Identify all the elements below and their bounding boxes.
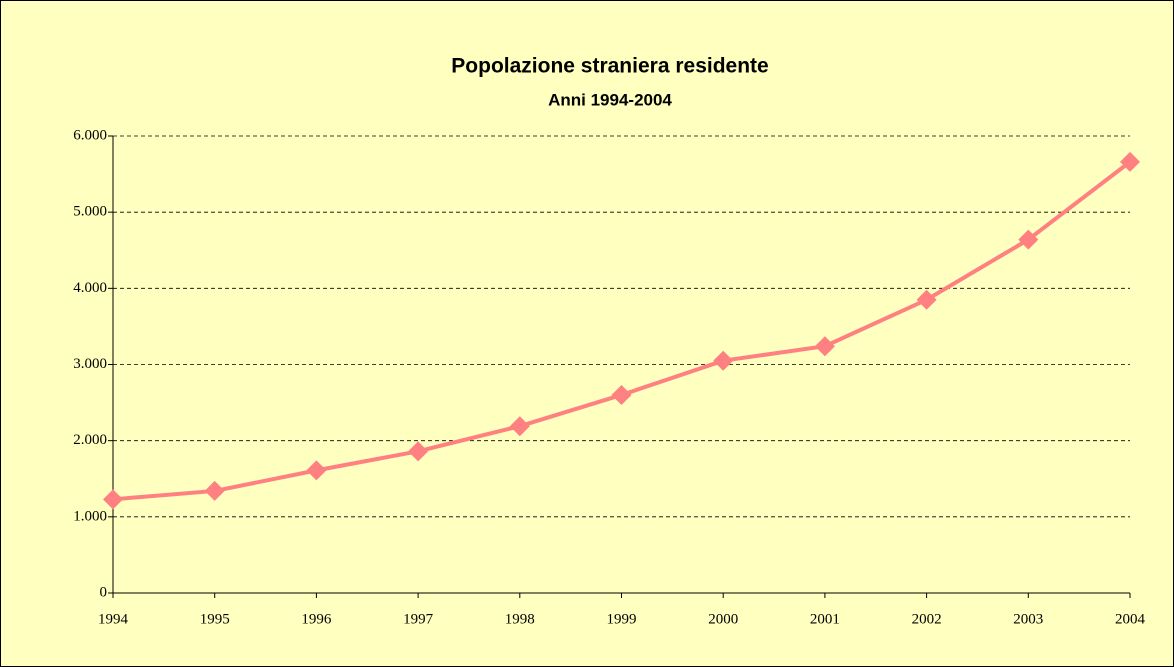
marker [916, 289, 937, 310]
x-tick-label: 1999 [607, 611, 637, 627]
marker [1120, 151, 1140, 172]
x-tick-label: 2000 [708, 611, 738, 627]
y-tick-label: 2.000 [73, 432, 107, 448]
y-tick-label: 5.000 [73, 204, 107, 220]
marker [408, 441, 429, 462]
x-tick-label: 2001 [810, 611, 840, 627]
x-tick-label: 1995 [200, 611, 230, 627]
y-tick-label: 4.000 [73, 280, 107, 296]
marker [1018, 229, 1039, 250]
marker [611, 384, 632, 405]
marker [509, 416, 530, 437]
chart-title: Popolazione straniera residente [451, 55, 768, 78]
y-tick-label: 1.000 [73, 508, 107, 524]
marker [103, 489, 123, 510]
y-tick-label: 0 [100, 584, 108, 600]
marker [713, 350, 734, 371]
x-tick-label: 1997 [403, 611, 434, 627]
marker [306, 460, 327, 481]
marker [814, 336, 835, 357]
chart-subtitle: Anni 1994-2004 [548, 90, 672, 109]
x-tick-label: 2003 [1013, 611, 1043, 627]
y-tick-label: 6.000 [73, 127, 107, 143]
x-tick-label: 1996 [301, 611, 332, 627]
y-tick-label: 3.000 [73, 356, 107, 372]
x-tick-label: 1998 [505, 611, 535, 627]
marker [204, 480, 225, 501]
x-tick-label: 2002 [912, 611, 942, 627]
x-tick-label: 2004 [1115, 611, 1146, 627]
x-tick-label: 1994 [98, 611, 129, 627]
